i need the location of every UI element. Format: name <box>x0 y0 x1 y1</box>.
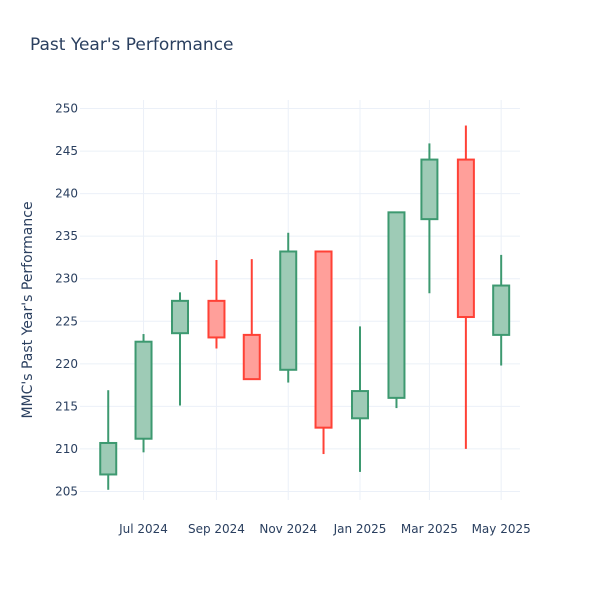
x-tick-label: Sep 2024 <box>188 522 245 536</box>
candle-decreasing <box>242 259 261 381</box>
candle-body <box>207 299 226 339</box>
chart-title: Past Year's Performance <box>30 35 234 55</box>
x-tick-label: May 2025 <box>472 522 531 536</box>
candle-increasing <box>99 390 118 490</box>
y-tick-label: 235 <box>55 229 78 243</box>
candle-increasing <box>351 326 369 472</box>
candle-increasing <box>171 292 189 406</box>
x-tick-label: Jul 2024 <box>118 522 168 536</box>
y-tick-label: 210 <box>55 442 78 456</box>
candle-increasing <box>279 232 298 383</box>
candles <box>99 125 511 490</box>
candle-body <box>351 390 369 420</box>
candle-body <box>314 250 333 429</box>
x-tick-label: Jan 2025 <box>333 522 387 536</box>
y-tick-label: 245 <box>55 144 78 158</box>
y-tick-label: 215 <box>55 399 78 413</box>
candle-body <box>492 284 511 336</box>
y-tick-label: 240 <box>55 187 78 201</box>
y-tick-label: 250 <box>55 102 78 116</box>
x-tick-label: Mar 2025 <box>401 522 458 536</box>
y-tick-label: 220 <box>55 357 78 371</box>
y-tick-label: 225 <box>55 314 78 328</box>
candle-decreasing <box>207 260 226 349</box>
candle-body <box>456 158 475 319</box>
candle-body <box>171 299 189 335</box>
y-tick-label: 205 <box>55 484 78 498</box>
x-axis-ticks: Jul 2024 Sep 2024 Nov 2024 Jan 2025 Mar 2025… <box>118 522 531 536</box>
candle-body <box>420 158 439 221</box>
candle-increasing <box>387 211 406 409</box>
candle-increasing <box>492 254 511 366</box>
candle-decreasing <box>456 125 475 449</box>
y-tick-label: 230 <box>55 272 78 286</box>
y-axis-ticks: 205 210 215 220 225 230 235 240 245 250 <box>55 102 78 499</box>
candle-body <box>134 340 153 440</box>
y-axis-title: MMC's Past Year's Performance <box>20 201 36 418</box>
candle-increasing <box>134 334 153 453</box>
candle-body <box>279 250 298 371</box>
candle-increasing <box>420 143 439 294</box>
x-tick-label: Nov 2024 <box>259 522 317 536</box>
candle-body <box>99 441 118 476</box>
candle-body <box>387 211 406 399</box>
candle-decreasing <box>314 250 333 455</box>
candle-body <box>242 333 261 381</box>
